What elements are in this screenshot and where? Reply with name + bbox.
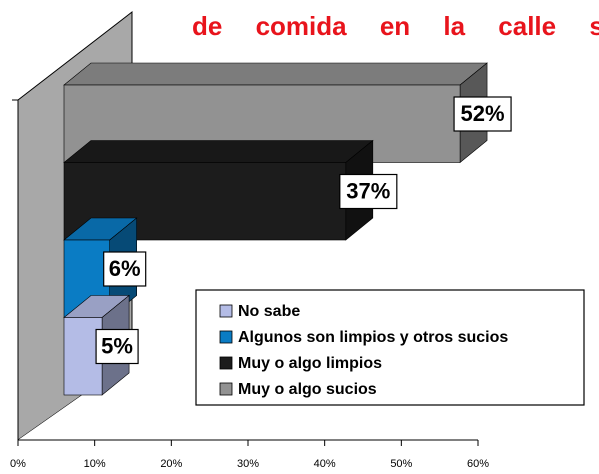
x-tick-label: 50% — [390, 458, 412, 470]
legend-label: Muy o algo sucios — [238, 381, 377, 398]
x-tick-label: 0% — [10, 458, 26, 470]
x-tick-label: 30% — [237, 458, 259, 470]
chart-title: de comida en la calle s — [192, 11, 599, 41]
legend-label: No sabe — [238, 303, 300, 320]
data-label: 6% — [109, 256, 141, 281]
data-label-box — [95, 328, 139, 365]
data-label: 37% — [346, 178, 390, 203]
data-label: 52% — [461, 101, 505, 126]
legend — [195, 289, 585, 406]
legend-swatch — [219, 304, 233, 318]
x-tick-label: 60% — [467, 458, 489, 470]
legend-label: Muy o algo limpios — [238, 355, 382, 372]
data-label-box — [103, 251, 147, 287]
data-label-box — [339, 173, 398, 210]
data-label-box — [453, 96, 512, 132]
x-tick-label: 20% — [160, 458, 182, 470]
bar-top — [63, 62, 488, 86]
x-tick-label: 40% — [314, 458, 336, 470]
legend-swatch — [219, 330, 233, 344]
bar-top — [63, 140, 374, 163]
legend-swatch — [219, 356, 233, 370]
legend-swatch — [219, 382, 233, 396]
data-label: 5% — [101, 333, 133, 358]
legend-label: Algunos son limpios y otros sucios — [238, 329, 508, 346]
x-tick-label: 10% — [84, 458, 106, 470]
